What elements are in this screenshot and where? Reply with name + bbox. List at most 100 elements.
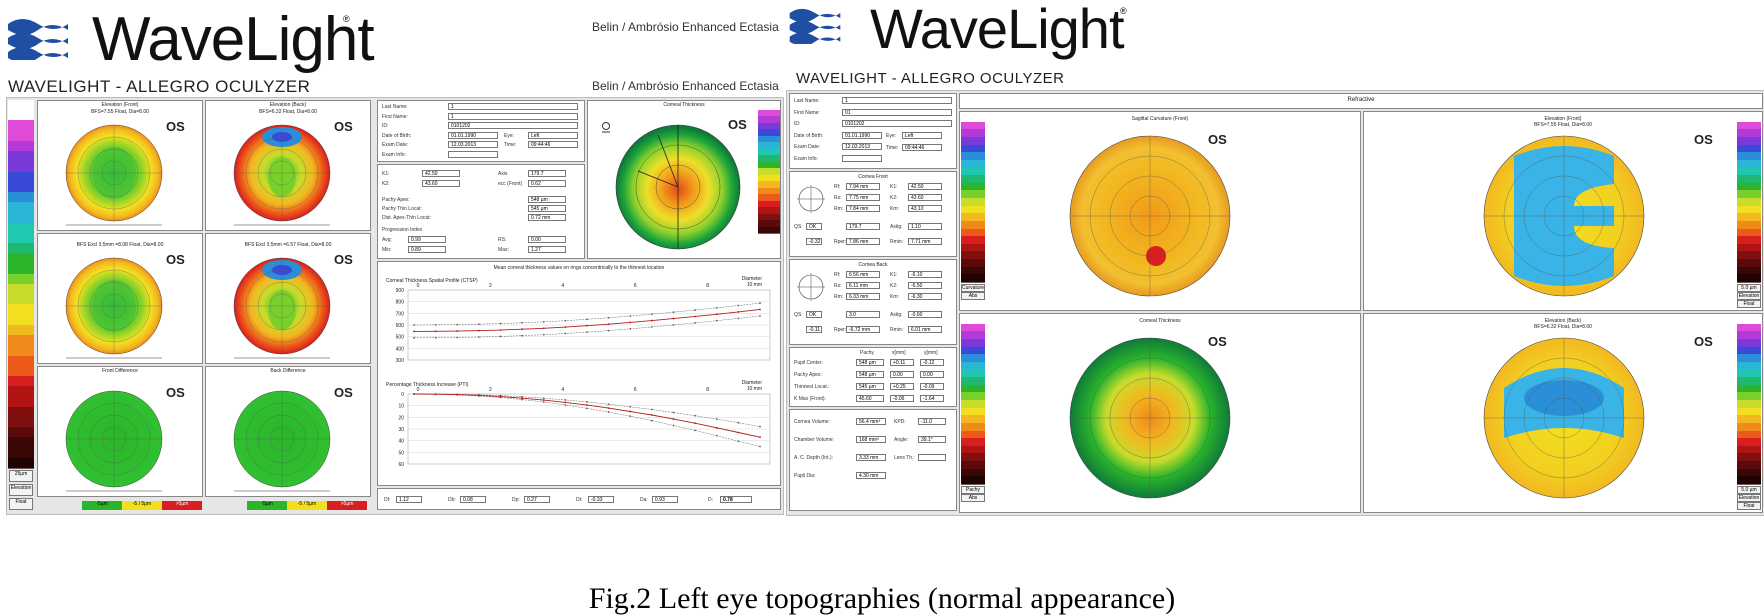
scale-button: Pachy [961,486,985,494]
scale-button: Elevation [1737,292,1761,300]
scale-button: Float [1737,300,1761,308]
axis-label: Axis [498,171,508,177]
diameter-label: Diameter [742,276,763,282]
patient-label: Exam Date: [382,142,409,148]
cornea-back-astig-label: Astig: [890,312,903,318]
pti-mean-point [629,410,632,413]
pti-lower-point [715,418,718,420]
cornea-front-qs-field: OK [806,223,822,230]
ctsp-upper-point [434,323,437,326]
ctsp-lower-point [607,329,610,332]
prog-max-field: 1.27 [528,246,566,253]
pti-xtick: 4 [561,387,564,393]
kpd-label: KPD: [894,419,906,425]
cornea-front-k-field: 43.10 [908,205,942,212]
cornea-front-radius-label: Rs: [834,195,842,201]
ctsp-mean-point [521,328,524,331]
pti-ytick: 60 [398,462,404,468]
deviation-label: Dt: [576,497,583,503]
dist-apex-field: 0.72 mm [528,214,566,221]
patient-field [842,154,882,162]
ctsp-xtick: 4 [561,283,564,289]
pti-upper-point [542,401,545,403]
graph-title: Percentage Thickness Increase (PTI) [386,382,469,388]
ctsp-lower-point [737,317,740,320]
cornea-front-radius-field: 7.75 mm [846,194,880,201]
cornea-front-k-field: 42.50 [908,183,942,190]
prog-rs-field: 0.00 [528,236,566,243]
graphs-header: Mean corneal thickness values on rings c… [493,265,665,271]
pti-mean-point [499,395,502,398]
ctsp-ytick: 400 [396,346,405,352]
pti-mean-point [542,399,545,401]
refractive-map [1483,135,1645,297]
cornea-back-radius-label: Rs: [834,283,842,289]
ctsp-mean-point [456,330,459,332]
pachy-thin-field: 545 µm [528,205,566,212]
cornea-front-radius-label: Rf: [834,184,841,190]
k1-field: 42.50 [422,170,460,177]
legend-yellow-box: -5 / 5µm [122,501,162,510]
pachy-y-field: -1.64 [920,395,944,402]
ctsp-lower-point [694,322,697,324]
cornea-back-q-field: -0.11 [806,326,822,333]
cornea-front-k-field: 43.60 [908,194,942,201]
eye-label: OS [1208,132,1227,147]
legend-red-box: >5µm [162,501,202,510]
ctsp-upper-point [715,306,718,309]
thickness-graphs: Corneal Thickness Spatial Profile (CTSP)… [386,276,771,468]
corneal-thickness-map [615,124,741,250]
pachy-y-field: -0.12 [920,359,944,366]
scale-unit-label: 25µm [9,470,33,482]
diameter-label: Diameter [742,380,763,386]
patient-label: Date of Birth: [382,132,412,139]
volume-label: Pupil Dia: [794,473,816,479]
scale-button: Elevation [1737,494,1761,502]
ctsp-ytick: 500 [396,335,405,341]
map-subtitle: BFS=7.55 Float, Dia=8.00 [91,109,149,115]
pachy-apex-label: Pachy Apex: [382,197,410,203]
cornea-front-q-field: -0.32 [806,238,822,245]
ctsp-ytick: 600 [396,323,405,329]
ctsp-lower-line [413,315,761,339]
elevation-map-panel: Front Difference OS [37,366,203,497]
cornea-front-title: Cornea Front [858,174,888,180]
ctsp-upper-point [413,324,415,326]
ctsp-upper-point [542,320,545,323]
eye-field: Left [902,132,942,139]
pti-mean-point [434,393,437,396]
ctsp-mean-point [542,327,545,330]
cornea-back-rper-field: -6.72 mm [846,326,880,333]
elevation-map [65,124,163,226]
left-display: 25µm Elevation Float Elevation (Front) BF… [6,97,784,515]
pti-ytick: 10 [398,404,404,410]
eye-label: Eye: [886,133,897,139]
ctsp-lower-point [434,336,437,339]
volume-field: 56.4 mm³ [856,418,886,425]
scale-button: Abs [961,494,985,502]
ctsp-xtick: 6 [634,283,637,289]
pti-xtick: 0 [417,387,420,393]
map-title: Elevation (Front) [101,102,139,108]
cornea-back-title: Cornea Back [858,262,888,268]
kpd-field: -11.0 [918,418,946,425]
camera-icon [602,122,610,133]
pti-ytick: 20 [398,415,404,421]
patient-field: 01.01.1990 [842,131,882,139]
scale-button: Curvature [961,284,985,292]
volume-label: A. C. Depth (Int.): [794,455,833,461]
pti-lower-point [564,399,567,401]
axis-field: 179.7 [528,170,566,177]
ctsp-mean-point [434,330,437,333]
lens-field [918,454,946,461]
right-display: Last Name: 1 First Name: 01 ID: 0101202 Date o… [786,90,1764,516]
patient-label: Exam Info: [382,151,406,158]
patient-label: Exam Date: [794,144,821,150]
pti-ytick: 30 [398,427,404,433]
ctsp-lower-point [564,332,567,335]
scale-cell [1737,476,1761,485]
patient-info-panel-2: Last Name: 1 First Name: 01 ID: 0101202 Date o… [789,93,957,169]
pachy-y-field: -0.09 [920,383,944,390]
refractive-map [1483,337,1645,499]
legend-red-box-2: >5µm [327,501,367,510]
